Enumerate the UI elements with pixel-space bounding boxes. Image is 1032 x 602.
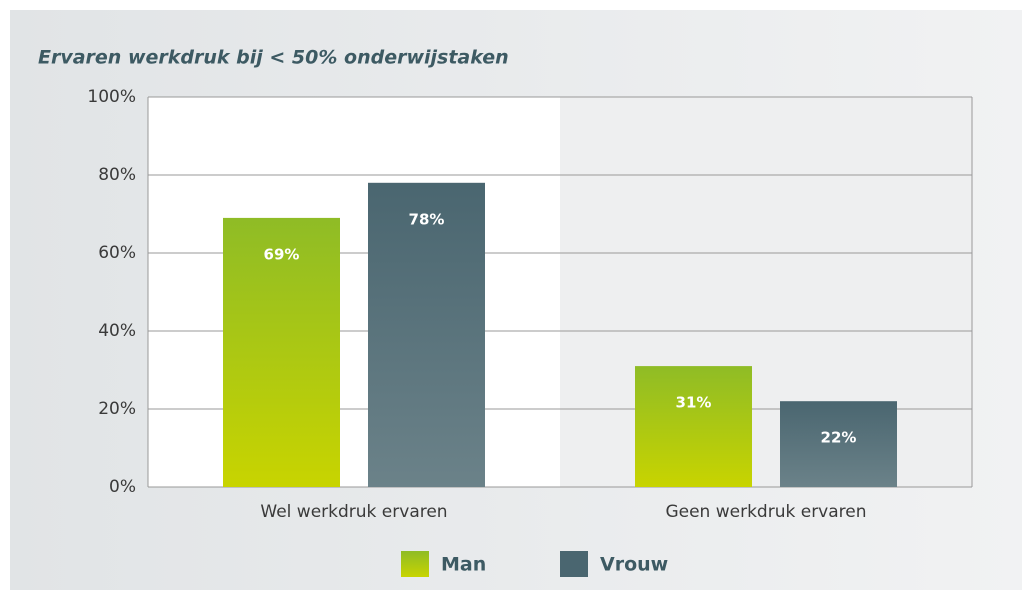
- y-tick-label: 60%: [98, 243, 136, 263]
- y-tick-label: 20%: [98, 399, 136, 419]
- x-tick-label: Geen werkdruk ervaren: [665, 502, 866, 522]
- bar: [635, 366, 752, 487]
- y-tick-label: 80%: [98, 165, 136, 185]
- plot-right: [560, 97, 972, 487]
- y-tick-label: 100%: [87, 87, 136, 107]
- value-label: 22%: [821, 429, 857, 447]
- bar: [368, 182, 485, 488]
- bar: [780, 401, 897, 487]
- x-tick-label: Wel werkdruk ervaren: [260, 502, 447, 522]
- legend-label: Man: [441, 554, 486, 576]
- value-label: 31%: [676, 394, 712, 412]
- chart-title: Ervaren werkdruk bij < 50% onderwijstake…: [38, 47, 509, 69]
- value-label: 69%: [264, 245, 300, 263]
- legend-swatch: [401, 551, 429, 577]
- y-tick-label: 40%: [98, 321, 136, 341]
- plot-left: [148, 97, 560, 487]
- legend-label: Vrouw: [600, 554, 668, 576]
- value-label: 78%: [409, 210, 445, 228]
- legend-swatch: [560, 551, 588, 577]
- y-tick-label: 0%: [109, 477, 136, 497]
- bar: [223, 217, 340, 487]
